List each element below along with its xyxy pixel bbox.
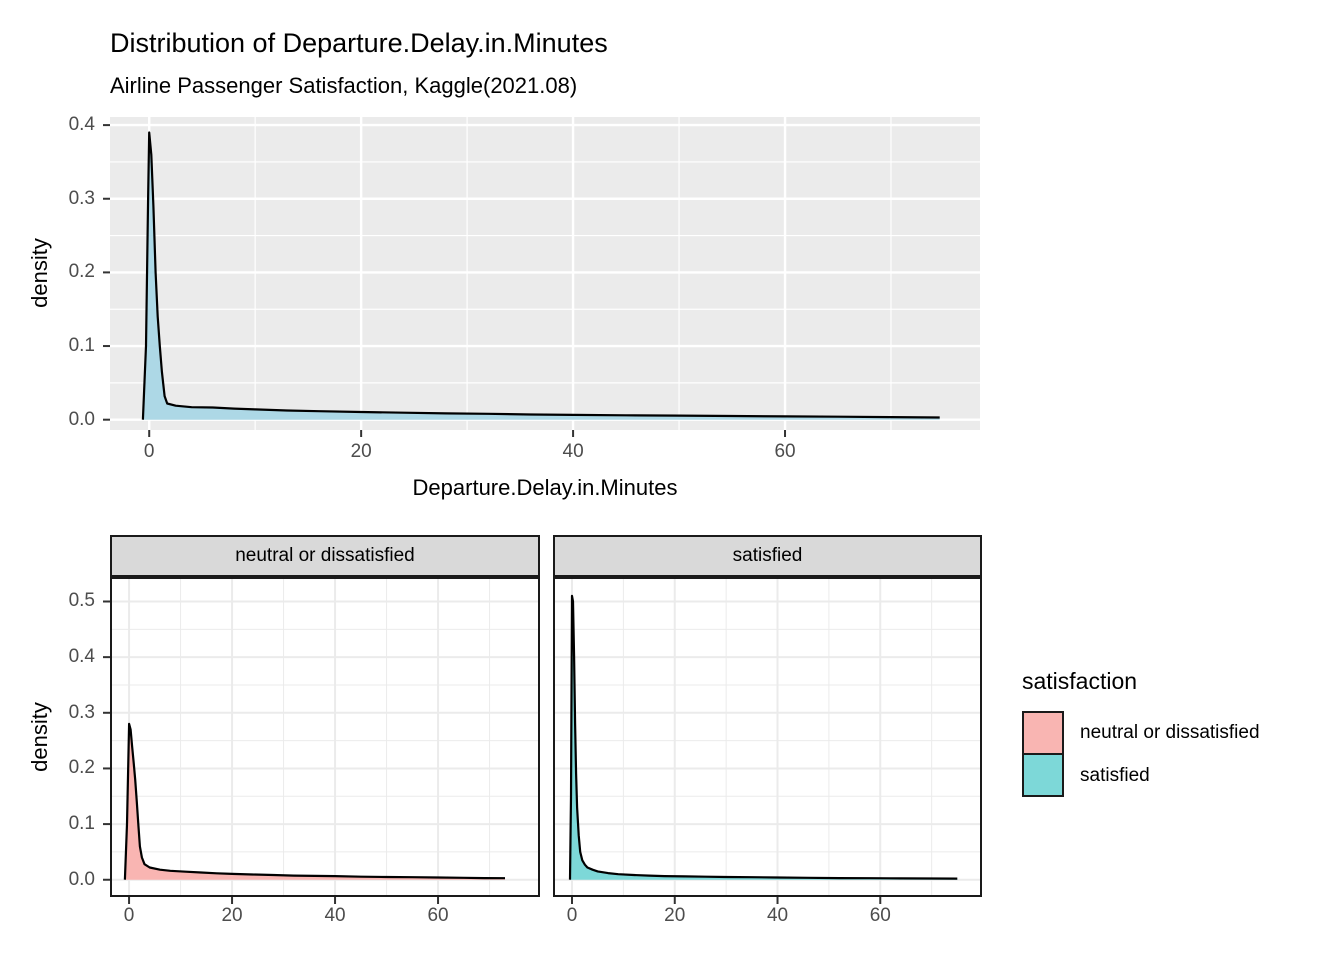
x-tick-label: 60	[869, 905, 891, 926]
x-tick-label: 60	[774, 441, 796, 462]
y-tick-label: 0.0	[68, 868, 95, 890]
y-tick-label: 0.4	[68, 646, 95, 668]
facet-strip-neutral-label: neutral or dissatisfied	[235, 545, 415, 566]
facet-strip-satisfied-label: satisfied	[732, 545, 803, 566]
legend-swatch-satisfied	[1022, 753, 1064, 797]
y-tick-label: 0.5	[68, 590, 95, 612]
top-x-axis-title: Departure.Delay.in.Minutes	[412, 475, 678, 500]
x-tick-label: 0	[143, 441, 155, 462]
y-tick-label: 0.0	[68, 408, 95, 430]
legend: satisfaction neutral or dissatisfied sat…	[1022, 668, 1260, 797]
chart-subtitle: Airline Passenger Satisfaction, Kaggle(2…	[110, 73, 578, 98]
legend-label-satisfied: satisfied	[1080, 765, 1150, 786]
y-tick-label: 0.3	[68, 701, 95, 723]
x-tick-label: 40	[562, 441, 584, 462]
legend-label-neutral: neutral or dissatisfied	[1080, 722, 1260, 743]
y-tick-label: 0.2	[68, 757, 95, 779]
legend-item-satisfied: satisfied	[1022, 753, 1260, 797]
facet-strip-satisfied: satisfied	[553, 535, 982, 577]
x-tick-label: 0	[123, 905, 135, 926]
x-tick-label: 20	[664, 905, 686, 926]
y-tick-label: 0.1	[68, 335, 95, 357]
page-title: Distribution of Departure.Delay.in.Minut…	[110, 28, 608, 58]
x-tick-label: 40	[766, 905, 789, 926]
x-tick-label: 20	[350, 441, 372, 462]
facet-satisfied-panel	[553, 577, 982, 904]
x-tick-label: 20	[221, 905, 243, 926]
x-tick-label: 60	[427, 905, 449, 926]
legend-swatch-neutral	[1022, 711, 1064, 755]
facet-neutral-panel	[103, 577, 540, 904]
y-tick-label: 0.3	[68, 187, 95, 209]
legend-item-neutral: neutral or dissatisfied	[1022, 711, 1260, 755]
y-tick-label: 0.1	[68, 813, 95, 835]
facet-strip-neutral: neutral or dissatisfied	[110, 535, 540, 577]
x-tick-label: 40	[324, 905, 346, 926]
x-tick-label: 0	[566, 905, 578, 926]
legend-title: satisfaction	[1022, 668, 1138, 694]
y-tick-label: 0.2	[68, 261, 95, 283]
overall-density-plot	[103, 117, 980, 437]
y-tick-label: 0.4	[68, 114, 95, 136]
